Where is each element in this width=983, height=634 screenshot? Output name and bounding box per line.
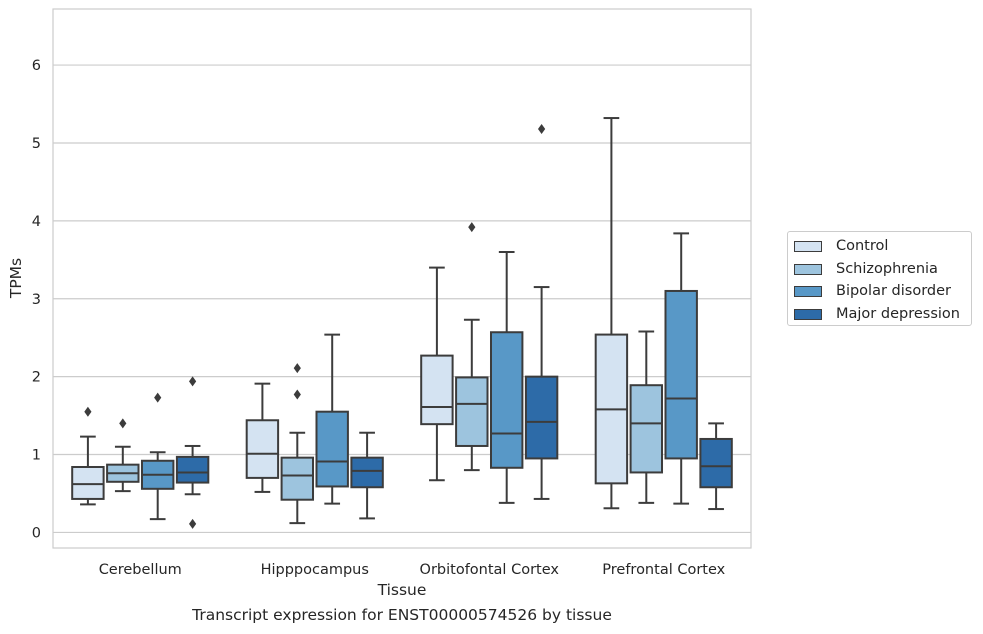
box-body: [280, 456, 315, 501]
box-body: [629, 384, 664, 474]
y-tick-label-6: 6: [32, 58, 41, 74]
box-orbitofontal-cortex-major-depression: [524, 123, 559, 500]
x-tick-label-hipppocampus: Hipppocampus: [261, 562, 369, 578]
box-body: [350, 456, 384, 489]
box-body: [524, 375, 559, 460]
legend-swatch-schizophrenia: [794, 263, 822, 275]
y-tick-labels: 0 1 2 3 4 5 6: [32, 58, 41, 541]
legend-item-schizophrenia: Schizophrenia: [794, 259, 938, 279]
legend: Control Schizophrenia Bipolar disorder M…: [787, 231, 972, 326]
x-tick-label-cerebellum: Cerebellum: [99, 562, 182, 578]
x-tick-label-prefrontal-cortex: Prefrontal Cortex: [602, 562, 725, 578]
y-axis-label: TPMs: [7, 258, 25, 299]
box-prefrontal-cortex-bipolar-disorder: [664, 232, 698, 505]
box-prefrontal-cortex-schizophrenia: [629, 330, 664, 504]
box-body: [664, 289, 698, 460]
y-tick-label-3: 3: [32, 292, 41, 308]
legend-swatch-control: [794, 240, 822, 252]
legend-label-bipolar-disorder: Bipolar disorder: [836, 283, 951, 299]
box-hipppocampus-control: [245, 382, 280, 493]
box-prefrontal-cortex-major-depression: [699, 422, 733, 511]
outlier-point: [468, 222, 476, 233]
x-axis-label: Tissue: [377, 581, 427, 599]
y-tick-label-0: 0: [32, 525, 41, 541]
box-body: [175, 455, 210, 484]
plot-area-frame: [52, 8, 752, 549]
chart-caption: Transcript expression for ENST0000057452…: [192, 606, 612, 624]
y-tick-label-1: 1: [32, 448, 41, 464]
legend-label-schizophrenia: Schizophrenia: [836, 261, 938, 277]
y-tick-label-4: 4: [32, 214, 41, 230]
box-cerebellum-control: [71, 406, 105, 506]
legend-item-control: Control: [794, 236, 888, 256]
box-body: [699, 437, 733, 489]
outlier-point: [538, 123, 546, 134]
outlier-point: [293, 363, 301, 374]
y-tick-label-5: 5: [32, 136, 41, 152]
box-hipppocampus-major-depression: [350, 431, 384, 520]
outlier-point: [293, 389, 301, 400]
box-cerebellum-schizophrenia: [106, 418, 140, 493]
box-hipppocampus-schizophrenia: [280, 363, 315, 525]
x-tick-label-orbitofontal-cortex: Orbitofontal Cortex: [420, 562, 560, 578]
box-body: [455, 376, 489, 447]
legend-label-control: Control: [836, 238, 889, 254]
legend-label-major-depression: Major depression: [836, 306, 960, 322]
box-body: [71, 465, 105, 500]
outlier-point: [189, 376, 197, 387]
box-body: [315, 410, 349, 488]
box-body: [245, 419, 280, 479]
box-body: [489, 331, 524, 469]
x-tick-labels: Cerebellum Hipppocampus Orbitofontal Corte…: [99, 562, 726, 578]
box-cerebellum-bipolar-disorder: [140, 392, 175, 521]
outlier-point: [84, 406, 92, 417]
box-orbitofontal-cortex-bipolar-disorder: [489, 251, 524, 504]
outlier-point: [119, 418, 127, 429]
legend-item-major-depression: Major depression: [794, 304, 960, 324]
outlier-point: [189, 518, 197, 529]
box-cerebellum-major-depression: [175, 376, 210, 529]
box-hipppocampus-bipolar-disorder: [315, 333, 349, 505]
legend-swatch-major-depression: [794, 308, 822, 320]
box-orbitofontal-cortex-schizophrenia: [455, 222, 489, 472]
gridlines: [53, 64, 751, 534]
box-layer: [71, 117, 733, 529]
box-orbitofontal-cortex-control: [420, 266, 454, 482]
legend-swatch-bipolar-disorder: [794, 285, 822, 297]
box-body: [420, 354, 454, 426]
y-tick-label-2: 2: [32, 370, 41, 386]
outlier-point: [154, 392, 162, 403]
legend-item-bipolar-disorder: Bipolar disorder: [794, 281, 951, 301]
box-prefrontal-cortex-control: [594, 117, 629, 510]
